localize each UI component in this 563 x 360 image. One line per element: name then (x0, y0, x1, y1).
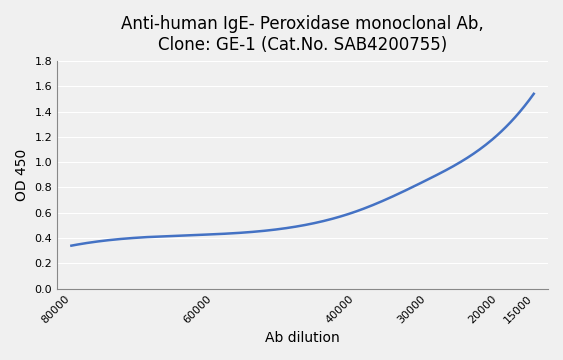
Title: Anti-human IgE- Peroxidase monoclonal Ab,
Clone: GE-1 (Cat.No. SAB4200755): Anti-human IgE- Peroxidase monoclonal Ab… (121, 15, 484, 54)
X-axis label: Ab dilution: Ab dilution (265, 331, 340, 345)
Y-axis label: OD 450: OD 450 (15, 149, 29, 201)
